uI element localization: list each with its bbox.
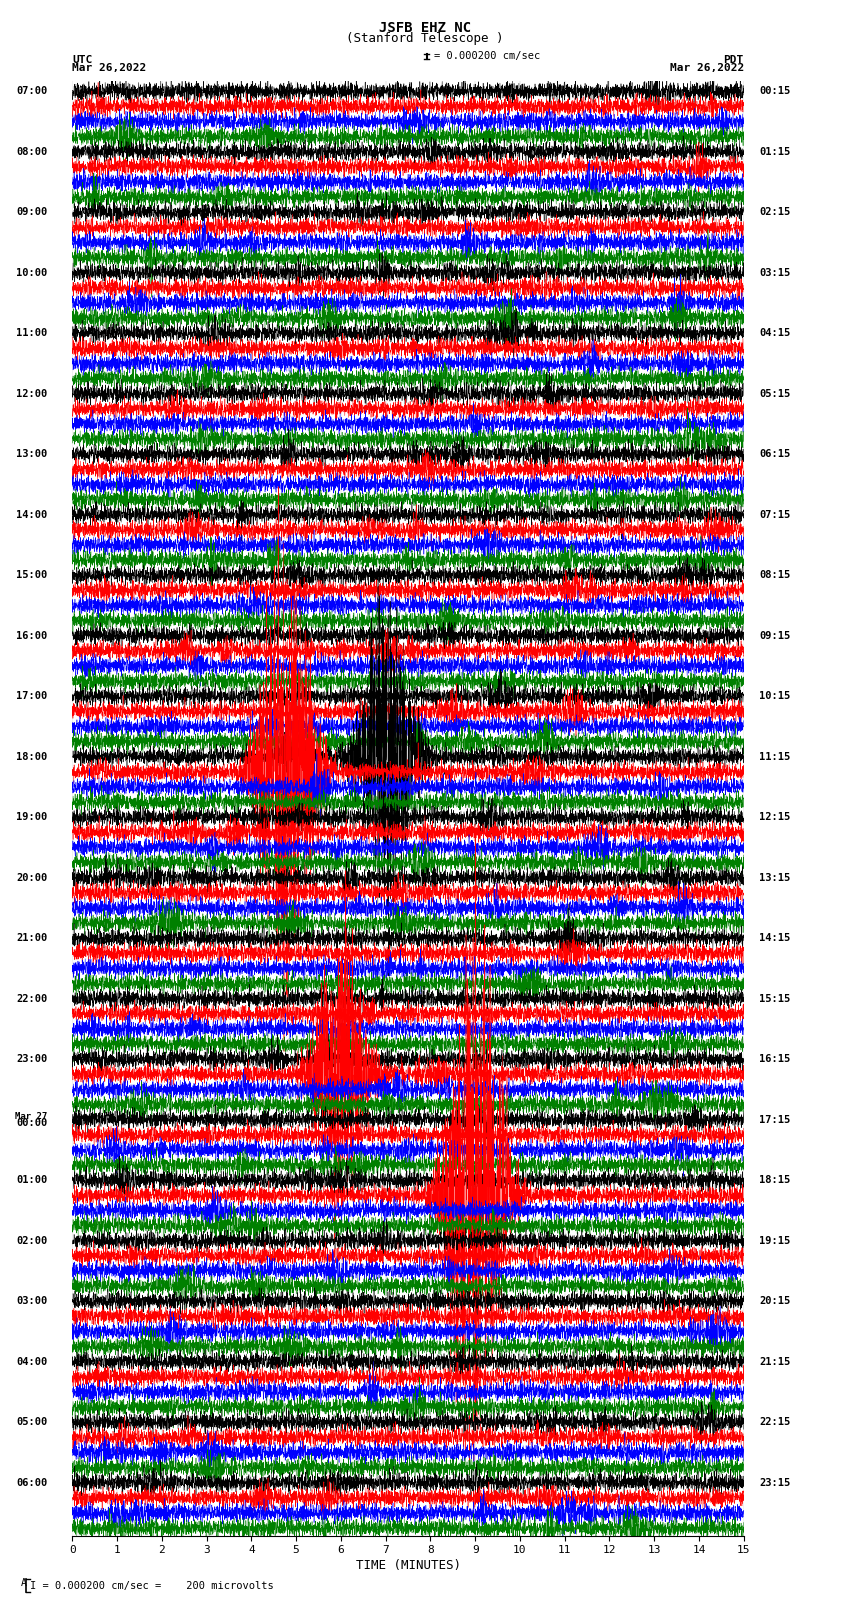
Text: 10:00: 10:00 bbox=[16, 268, 48, 277]
Text: 07:00: 07:00 bbox=[16, 85, 48, 97]
Text: 04:00: 04:00 bbox=[16, 1357, 48, 1366]
Text: (Stanford Telescope ): (Stanford Telescope ) bbox=[346, 32, 504, 45]
Text: Mar 26,2022: Mar 26,2022 bbox=[670, 63, 744, 73]
Text: 16:15: 16:15 bbox=[759, 1055, 791, 1065]
Text: JSFB EHZ NC: JSFB EHZ NC bbox=[379, 21, 471, 35]
Text: 05:00: 05:00 bbox=[16, 1418, 48, 1428]
Text: 13:15: 13:15 bbox=[759, 873, 791, 882]
Text: 09:15: 09:15 bbox=[759, 631, 791, 640]
Text: 07:15: 07:15 bbox=[759, 510, 791, 519]
Text: UTC: UTC bbox=[72, 55, 93, 65]
Text: 20:15: 20:15 bbox=[759, 1297, 791, 1307]
Text: 04:15: 04:15 bbox=[759, 327, 791, 339]
Text: 12:15: 12:15 bbox=[759, 813, 791, 823]
Text: 02:00: 02:00 bbox=[16, 1236, 48, 1245]
Text: 14:00: 14:00 bbox=[16, 510, 48, 519]
Text: 06:00: 06:00 bbox=[16, 1478, 48, 1487]
Text: 08:00: 08:00 bbox=[16, 147, 48, 156]
Text: 23:00: 23:00 bbox=[16, 1055, 48, 1065]
Text: 06:15: 06:15 bbox=[759, 448, 791, 460]
Text: 19:15: 19:15 bbox=[759, 1236, 791, 1245]
X-axis label: TIME (MINUTES): TIME (MINUTES) bbox=[355, 1560, 461, 1573]
Text: 21:00: 21:00 bbox=[16, 934, 48, 944]
Text: A: A bbox=[21, 1578, 27, 1587]
Text: 08:15: 08:15 bbox=[759, 571, 791, 581]
Text: 03:15: 03:15 bbox=[759, 268, 791, 277]
Text: = 0.000200 cm/sec: = 0.000200 cm/sec bbox=[434, 52, 540, 61]
Text: 03:00: 03:00 bbox=[16, 1297, 48, 1307]
Text: 19:00: 19:00 bbox=[16, 813, 48, 823]
Text: 17:15: 17:15 bbox=[759, 1115, 791, 1124]
Text: 00:15: 00:15 bbox=[759, 85, 791, 97]
Text: 05:15: 05:15 bbox=[759, 389, 791, 398]
Text: 22:00: 22:00 bbox=[16, 994, 48, 1003]
Text: 11:15: 11:15 bbox=[759, 752, 791, 761]
Text: 02:15: 02:15 bbox=[759, 206, 791, 218]
Text: 23:15: 23:15 bbox=[759, 1478, 791, 1487]
Text: 00:00: 00:00 bbox=[16, 1118, 48, 1127]
Text: PDT: PDT bbox=[723, 55, 744, 65]
Text: 11:00: 11:00 bbox=[16, 327, 48, 339]
Text: 15:00: 15:00 bbox=[16, 571, 48, 581]
Text: 13:00: 13:00 bbox=[16, 448, 48, 460]
Text: 18:15: 18:15 bbox=[759, 1176, 791, 1186]
Text: 01:00: 01:00 bbox=[16, 1176, 48, 1186]
Text: I = 0.000200 cm/sec =    200 microvolts: I = 0.000200 cm/sec = 200 microvolts bbox=[30, 1581, 274, 1590]
Text: 16:00: 16:00 bbox=[16, 631, 48, 640]
Text: Mar 26,2022: Mar 26,2022 bbox=[72, 63, 146, 73]
Text: 17:00: 17:00 bbox=[16, 692, 48, 702]
Text: 14:15: 14:15 bbox=[759, 934, 791, 944]
Text: 12:00: 12:00 bbox=[16, 389, 48, 398]
Text: 18:00: 18:00 bbox=[16, 752, 48, 761]
Text: Mar 27: Mar 27 bbox=[15, 1113, 48, 1121]
Text: 09:00: 09:00 bbox=[16, 206, 48, 218]
Text: 10:15: 10:15 bbox=[759, 692, 791, 702]
Text: 22:15: 22:15 bbox=[759, 1418, 791, 1428]
Text: 20:00: 20:00 bbox=[16, 873, 48, 882]
Text: 21:15: 21:15 bbox=[759, 1357, 791, 1366]
Text: 15:15: 15:15 bbox=[759, 994, 791, 1003]
Text: 01:15: 01:15 bbox=[759, 147, 791, 156]
